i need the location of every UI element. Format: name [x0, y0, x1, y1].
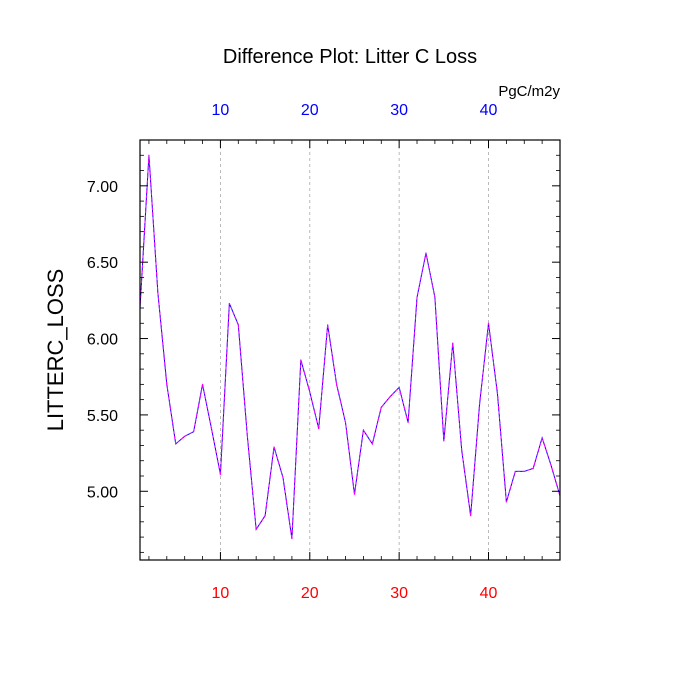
data-point: [237, 324, 239, 326]
data-point: [193, 431, 195, 433]
data-point: [478, 403, 481, 405]
data-point: [282, 476, 284, 479]
data-point: [523, 470, 525, 473]
data-point: [228, 302, 230, 305]
data-point: [210, 428, 213, 430]
tick-marks: [140, 139, 561, 560]
data-point: [148, 154, 150, 156]
data-point: [344, 421, 347, 424]
data-point: [300, 359, 302, 361]
data-point: [461, 449, 463, 451]
plot-frame: [139, 139, 561, 561]
x-tick-label-bottom: 40: [480, 585, 498, 602]
data-point: [273, 446, 275, 448]
data-point: [416, 296, 418, 298]
series-layer: [139, 154, 561, 540]
data-point: [452, 342, 454, 344]
data-point: [318, 428, 320, 430]
data-point: [291, 538, 293, 540]
x-tick-label-bottom: 20: [301, 585, 319, 602]
chart-title: Difference Plot: Litter C Loss: [223, 46, 477, 68]
data-point: [505, 501, 507, 503]
x-tick-label-bottom: 30: [390, 585, 408, 602]
data-point: [264, 515, 266, 517]
data-point: [487, 322, 490, 324]
data-point: [425, 252, 427, 254]
data-point: [255, 528, 257, 531]
data-point: [336, 383, 338, 385]
data-point: [371, 443, 373, 445]
data-point: [184, 435, 186, 437]
y-tick-label: 5.50: [87, 408, 118, 425]
data-point: [327, 324, 329, 326]
data-point: [380, 406, 382, 408]
grid-lines: [220, 140, 489, 560]
data-point: [389, 395, 391, 398]
data-point: [496, 392, 499, 395]
x-tick-label-top: 20: [301, 102, 319, 119]
data-point: [434, 296, 436, 298]
data-point: [532, 467, 534, 469]
units-label: PgC/m2y: [498, 83, 560, 100]
data-point: [514, 470, 516, 473]
tick-labels: 10 10 20 20 30 30 40 40 5.00 5.50 6.00 6.50 7.00: [87, 102, 498, 602]
data-point: [166, 383, 168, 385]
data-point: [157, 292, 159, 294]
series-line-dashed: [139, 155, 561, 539]
data-point: [443, 440, 445, 442]
data-point: [201, 383, 204, 385]
y-tick-label: 6.50: [87, 255, 118, 272]
y-tick-label: 7.00: [87, 179, 118, 196]
series-line: [139, 155, 561, 539]
data-point: [541, 437, 543, 439]
x-tick-label-top: 10: [212, 102, 230, 119]
data-point: [407, 421, 409, 424]
x-tick-label-bottom: 10: [212, 585, 230, 602]
data-point: [246, 434, 248, 436]
data-point: [353, 493, 356, 495]
y-tick-label: 5.00: [87, 484, 118, 501]
data-point: [362, 429, 364, 431]
data-point: [175, 443, 177, 445]
data-point: [550, 464, 552, 466]
x-tick-label-top: 40: [480, 102, 498, 119]
y-axis-label: LITTERC_LOSS: [43, 269, 68, 432]
data-point: [219, 473, 222, 476]
data-point: [309, 391, 311, 393]
data-point: [398, 386, 400, 389]
y-tick-label: 6.00: [87, 332, 118, 349]
data-point: [470, 515, 472, 517]
x-tick-label-top: 30: [390, 102, 408, 119]
